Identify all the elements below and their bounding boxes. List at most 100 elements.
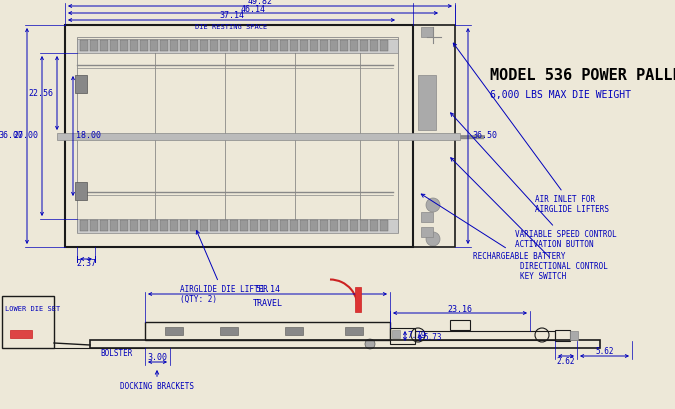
Bar — [77, 37, 398, 232]
Bar — [190, 40, 198, 51]
Bar — [140, 40, 148, 51]
Bar — [320, 40, 328, 51]
Bar — [270, 220, 278, 231]
Bar — [240, 40, 248, 51]
Text: 36.50: 36.50 — [472, 132, 497, 141]
Bar — [421, 27, 433, 37]
Bar — [413, 25, 455, 247]
Bar — [350, 40, 358, 51]
Bar — [250, 40, 258, 51]
Bar — [355, 287, 361, 312]
Text: AIR INLET FOR
AIRGLIDE LIFTERS: AIR INLET FOR AIRGLIDE LIFTERS — [454, 43, 609, 214]
Bar — [260, 220, 268, 231]
Bar — [380, 220, 388, 231]
Circle shape — [365, 339, 375, 349]
Text: 23.16: 23.16 — [448, 304, 472, 314]
Bar — [65, 25, 413, 247]
Bar — [285, 327, 303, 335]
Bar — [140, 220, 148, 231]
Text: AIRGLIDE DIE LIFTER
(QTY: 2): AIRGLIDE DIE LIFTER (QTY: 2) — [180, 231, 268, 304]
Text: DOCKING BRACKETS: DOCKING BRACKETS — [120, 371, 194, 391]
Bar — [360, 40, 368, 51]
Text: RECHARGEABLE BATTERY: RECHARGEABLE BATTERY — [421, 194, 566, 261]
Bar — [75, 75, 87, 93]
Bar — [77, 219, 398, 233]
Bar — [330, 220, 338, 231]
Bar — [360, 220, 368, 231]
Bar — [300, 220, 308, 231]
Text: 7.79: 7.79 — [408, 332, 427, 341]
Text: 27.00: 27.00 — [13, 132, 38, 141]
Bar — [220, 220, 228, 231]
Bar — [290, 220, 298, 231]
Circle shape — [426, 198, 440, 212]
Bar — [240, 220, 248, 231]
Bar — [260, 40, 268, 51]
Bar — [180, 40, 188, 51]
Text: 3.00: 3.00 — [148, 353, 167, 362]
Bar — [370, 220, 378, 231]
Bar — [190, 220, 198, 231]
Bar — [170, 220, 178, 231]
Text: 51.14: 51.14 — [255, 285, 280, 294]
Bar — [570, 331, 578, 340]
Bar — [280, 40, 288, 51]
Bar — [200, 40, 208, 51]
Bar — [200, 220, 208, 231]
Bar — [345, 327, 363, 335]
Text: 37.14: 37.14 — [219, 11, 244, 20]
Bar — [555, 330, 570, 341]
Bar — [90, 40, 98, 51]
Bar — [220, 327, 238, 335]
Text: VARIABLE SPEED CONTROL
ACTIVATION BUTTON: VARIABLE SPEED CONTROL ACTIVATION BUTTON — [451, 113, 617, 249]
Text: 5.62: 5.62 — [595, 346, 614, 355]
Bar — [340, 220, 348, 231]
Bar — [392, 330, 400, 338]
Bar — [370, 40, 378, 51]
Text: 5.73: 5.73 — [423, 333, 441, 342]
Bar — [310, 220, 318, 231]
Text: 36.00: 36.00 — [0, 132, 23, 141]
Bar — [415, 331, 555, 340]
Bar — [165, 327, 183, 335]
Text: DIE RESTING SPACE: DIE RESTING SPACE — [195, 24, 267, 30]
Bar — [77, 39, 398, 53]
Bar — [421, 227, 433, 237]
Bar — [210, 220, 218, 231]
Text: 22.56: 22.56 — [28, 88, 53, 97]
Bar — [145, 322, 390, 340]
Bar — [120, 40, 128, 51]
Bar — [160, 40, 168, 51]
Bar — [110, 220, 118, 231]
Bar — [100, 220, 108, 231]
Text: DIRECTIONAL CONTROL
KEY SWITCH: DIRECTIONAL CONTROL KEY SWITCH — [451, 158, 608, 281]
Bar — [2, 296, 54, 348]
Bar — [280, 220, 288, 231]
Bar — [170, 40, 178, 51]
Bar — [57, 133, 460, 140]
Bar — [130, 40, 138, 51]
Bar — [320, 220, 328, 231]
Bar — [310, 40, 318, 51]
Bar — [160, 220, 168, 231]
Text: 18.00: 18.00 — [76, 132, 101, 141]
Bar — [80, 40, 88, 51]
Text: 49.82: 49.82 — [248, 0, 273, 7]
Text: 2.37: 2.37 — [76, 259, 96, 268]
Bar — [75, 182, 87, 200]
Bar — [230, 40, 238, 51]
Bar — [210, 40, 218, 51]
Bar — [340, 40, 348, 51]
Bar — [421, 212, 433, 222]
Bar — [130, 220, 138, 231]
Bar — [220, 40, 228, 51]
Text: BOLSTER: BOLSTER — [100, 350, 132, 359]
Bar — [10, 330, 32, 338]
Text: MODEL 536 POWER PALLET: MODEL 536 POWER PALLET — [490, 67, 675, 83]
Bar — [230, 220, 238, 231]
Bar — [250, 220, 258, 231]
Bar — [390, 328, 415, 344]
Bar — [330, 40, 338, 51]
Bar — [100, 40, 108, 51]
Bar — [450, 320, 470, 330]
